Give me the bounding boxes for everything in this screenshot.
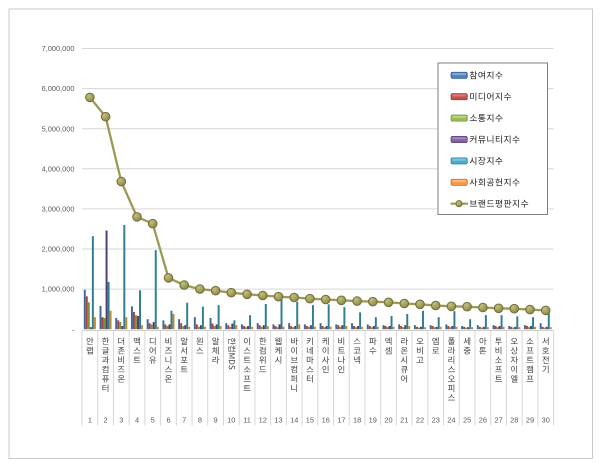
svg-text:10: 10: [227, 416, 235, 425]
svg-text:5: 5: [151, 416, 155, 425]
svg-text:17: 17: [337, 416, 345, 425]
svg-text:2,000,000: 2,000,000: [42, 245, 75, 254]
svg-text:9: 9: [214, 416, 218, 425]
svg-text:25: 25: [463, 416, 471, 425]
svg-text:24: 24: [447, 416, 455, 425]
svg-text:8: 8: [198, 416, 202, 425]
svg-text:1: 1: [88, 416, 92, 425]
svg-text:3,000,000: 3,000,000: [42, 205, 75, 214]
svg-text:-: -: [72, 326, 75, 335]
svg-text:7: 7: [182, 416, 186, 425]
svg-text:22: 22: [416, 416, 424, 425]
svg-text:7,000,000: 7,000,000: [42, 44, 75, 53]
svg-text:21: 21: [400, 416, 408, 425]
svg-text:2: 2: [104, 416, 108, 425]
svg-text:27: 27: [494, 416, 502, 425]
svg-text:23: 23: [432, 416, 440, 425]
svg-text:1,000,000: 1,000,000: [42, 285, 75, 294]
svg-text:16: 16: [322, 416, 330, 425]
svg-text:3: 3: [119, 416, 123, 425]
svg-text:20: 20: [384, 416, 392, 425]
svg-text:19: 19: [369, 416, 377, 425]
svg-text:11: 11: [243, 416, 251, 425]
svg-text:12: 12: [259, 416, 267, 425]
svg-text:5,000,000: 5,000,000: [42, 124, 75, 133]
svg-text:30: 30: [542, 416, 550, 425]
svg-text:14: 14: [290, 416, 298, 425]
svg-text:6: 6: [166, 416, 170, 425]
svg-text:26: 26: [479, 416, 487, 425]
svg-text:4,000,000: 4,000,000: [42, 164, 75, 173]
svg-text:18: 18: [353, 416, 361, 425]
svg-text:28: 28: [510, 416, 518, 425]
svg-text:13: 13: [274, 416, 282, 425]
svg-text:6,000,000: 6,000,000: [42, 84, 75, 93]
svg-text:4: 4: [135, 416, 139, 425]
svg-text:29: 29: [526, 416, 534, 425]
svg-text:15: 15: [306, 416, 314, 425]
